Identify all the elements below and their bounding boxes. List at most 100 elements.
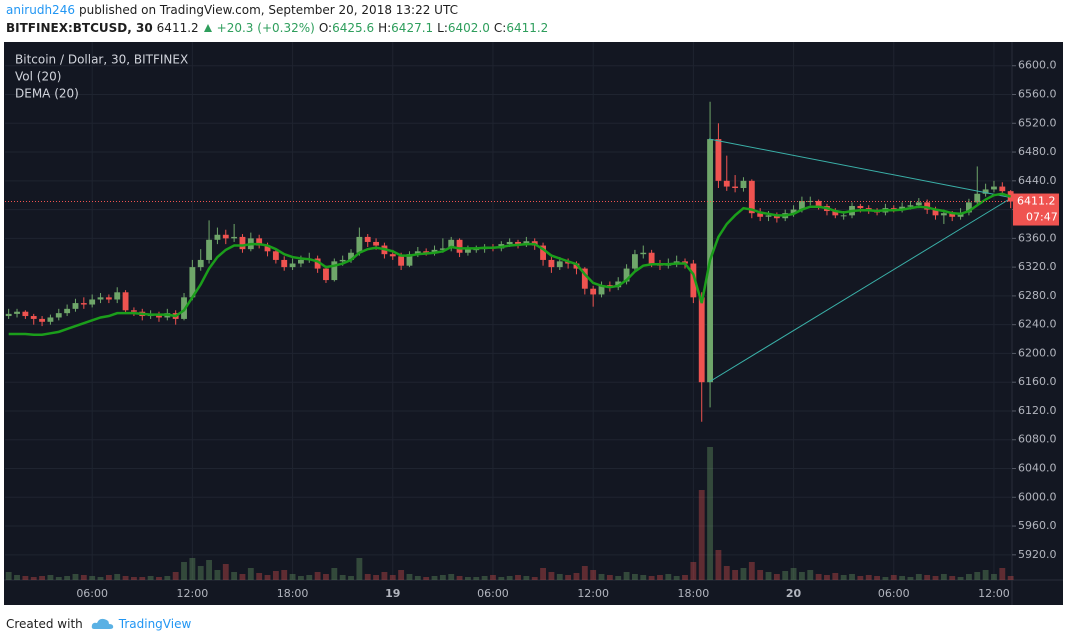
volume-bar: [631, 574, 638, 580]
volume-bar: [464, 577, 471, 580]
volume-bar: [523, 576, 530, 580]
candle-body: [314, 258, 321, 269]
volume-bar: [648, 576, 655, 580]
volume-bar: [565, 575, 572, 580]
ohlc-label: L:: [437, 21, 448, 35]
candle-body: [448, 239, 455, 249]
candle-body: [364, 236, 371, 242]
volume-bar: [448, 574, 455, 580]
volume-bar: [289, 574, 296, 580]
volume-bar: [715, 550, 722, 580]
y-tick-label: 6520.0: [1018, 116, 1057, 129]
brand[interactable]: TradingView: [118, 617, 192, 631]
y-tick-label: 5960.0: [1018, 519, 1057, 532]
ohlc-value: 6402.0: [447, 21, 490, 35]
x-tick-label: 06:00: [878, 587, 910, 600]
volume-bar: [657, 575, 663, 580]
volume-bar: [114, 574, 121, 580]
candle-body: [439, 248, 446, 250]
candle-body: [765, 215, 772, 217]
header-line: anirudh246 published on TradingView.com,…: [6, 3, 458, 17]
candle-body: [965, 202, 972, 213]
candle-body: [272, 251, 279, 260]
candle-body: [798, 200, 805, 210]
volume-bar: [473, 577, 480, 580]
candle-body: [264, 245, 271, 252]
volume-bar: [690, 562, 697, 580]
volume-bar: [506, 576, 513, 580]
volume-bar: [247, 568, 254, 580]
logo: [91, 618, 113, 629]
y-tick-label: 6560.0: [1018, 88, 1057, 101]
candle-body: [256, 238, 263, 246]
candle-body: [999, 186, 1006, 192]
dema-line: [8, 192, 1012, 336]
candle-body: [222, 234, 229, 239]
volume-bar: [965, 574, 972, 580]
volume-bar: [857, 576, 864, 580]
volume-bar: [131, 577, 137, 580]
volume-bar: [181, 562, 187, 580]
volume-bar: [481, 576, 488, 580]
x-tick-label: 20: [786, 587, 802, 600]
volume-bar: [907, 577, 914, 580]
volume-bar: [807, 570, 814, 580]
candle-body: [548, 259, 555, 268]
candle-body: [932, 209, 939, 216]
volume-bar: [707, 447, 713, 580]
volume-bar: [740, 568, 747, 580]
ohlc-label: C:: [493, 21, 507, 35]
user-name[interactable]: anirudh246: [6, 3, 75, 17]
candle-body: [55, 313, 62, 318]
candle-body: [540, 245, 546, 260]
volume-bar: [515, 575, 521, 580]
candle-body: [748, 180, 755, 214]
volume-bar: [156, 577, 162, 580]
volume-bar: [164, 576, 171, 580]
y-tick-label: 6320.0: [1018, 260, 1057, 273]
volume-bar: [206, 560, 212, 580]
volume-bar: [147, 576, 154, 580]
volume-bar: [673, 576, 680, 580]
candle-body: [773, 215, 780, 219]
volume-bar: [348, 576, 354, 580]
volume-bar: [615, 576, 622, 580]
volume-bar: [874, 576, 880, 580]
volume-bar: [765, 572, 772, 580]
candle-body: [389, 254, 396, 257]
chart-title: Bitcoin / Dollar, 30, BITFINEX: [15, 53, 188, 67]
published-note: published on TradingView.com, September …: [78, 3, 458, 17]
volume-bar: [623, 572, 630, 580]
volume-bar: [698, 490, 705, 580]
y-tick-label: 6080.0: [1018, 433, 1057, 446]
volume-bar: [581, 566, 588, 580]
y-tick-label: 6160.0: [1018, 375, 1057, 388]
dema-legend: DEMA (20): [15, 87, 79, 101]
volume-bar: [272, 571, 279, 580]
candle-body: [890, 208, 897, 210]
candle-body: [949, 213, 956, 217]
volume-bar: [932, 576, 939, 580]
volume-bar: [256, 573, 263, 580]
bar-countdown: 07:47: [1026, 211, 1058, 224]
ohlc: O: 6425.6 H: 6427.1 L: 6402.0 C: 6411.2: [319, 21, 553, 35]
candle-body: [640, 252, 647, 255]
candle-body: [464, 249, 471, 253]
volume-bar: [80, 575, 87, 580]
volume-bar: [1007, 576, 1014, 580]
volume-bar: [406, 574, 413, 580]
candle-body: [631, 254, 638, 269]
x-tick-label: 12:00: [577, 587, 609, 600]
candle-body: [239, 236, 246, 250]
volume-bar: [991, 574, 997, 580]
x-tick-label: 06:00: [76, 587, 108, 600]
volume-bar: [640, 575, 647, 580]
volume-bar: [55, 577, 62, 580]
volume-bar: [940, 574, 947, 580]
candle-body: [857, 205, 864, 209]
volume-bar: [89, 576, 96, 580]
volume-bar: [490, 575, 496, 580]
volume-bar: [314, 572, 321, 580]
volume-bar: [890, 575, 897, 580]
volume-bar: [498, 577, 505, 580]
